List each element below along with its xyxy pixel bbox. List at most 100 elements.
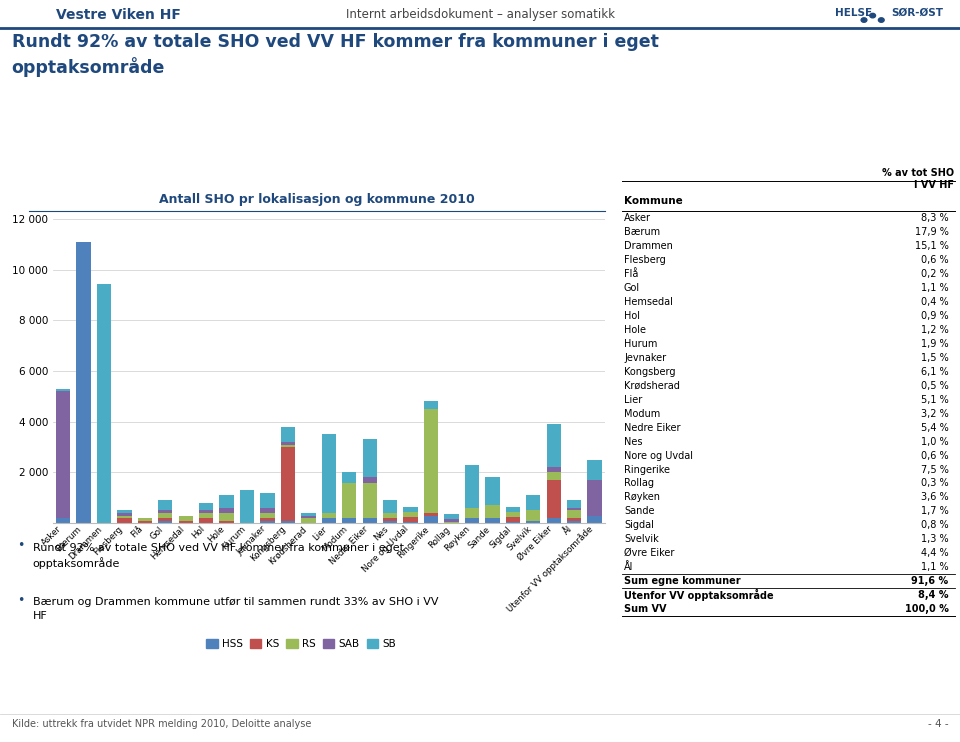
- Text: •: •: [17, 594, 25, 607]
- Text: 4,4 %: 4,4 %: [921, 548, 948, 558]
- Text: 1,7 %: 1,7 %: [921, 506, 948, 516]
- Bar: [444, 514, 459, 519]
- Bar: [280, 521, 295, 523]
- Bar: [526, 521, 540, 523]
- Bar: [158, 510, 173, 513]
- Text: Krødsherad: Krødsherad: [624, 381, 680, 391]
- Bar: [363, 518, 377, 523]
- Bar: [424, 513, 438, 516]
- Text: Sigdal: Sigdal: [624, 520, 654, 531]
- Text: 0,8 %: 0,8 %: [921, 520, 948, 531]
- Bar: [546, 473, 561, 480]
- Text: Rundt 92% av totale SHO ved VV HF kommer fra kommuner i eget
opptaksområde: Rundt 92% av totale SHO ved VV HF kommer…: [33, 543, 403, 569]
- Text: Hole: Hole: [624, 325, 646, 335]
- Bar: [424, 516, 438, 523]
- Bar: [260, 518, 275, 521]
- Bar: [546, 467, 561, 473]
- Bar: [220, 495, 233, 508]
- Bar: [403, 507, 418, 512]
- Bar: [76, 242, 90, 523]
- Bar: [506, 522, 520, 523]
- Bar: [158, 518, 173, 521]
- Bar: [199, 518, 213, 523]
- Bar: [546, 518, 561, 523]
- Bar: [383, 500, 397, 513]
- Text: 0,6 %: 0,6 %: [921, 450, 948, 461]
- Bar: [567, 508, 582, 510]
- Text: Modum: Modum: [624, 409, 660, 418]
- Text: Sum VV: Sum VV: [624, 604, 666, 614]
- Text: 1,3 %: 1,3 %: [921, 534, 948, 545]
- Bar: [301, 513, 316, 516]
- Text: Røyken: Røyken: [624, 493, 660, 502]
- Bar: [567, 518, 582, 521]
- Bar: [506, 512, 520, 516]
- Text: Nore og Uvdal: Nore og Uvdal: [624, 450, 693, 461]
- Text: Kongsberg: Kongsberg: [624, 367, 676, 377]
- Bar: [322, 518, 336, 523]
- Text: Lier: Lier: [624, 395, 642, 405]
- Text: 7,5 %: 7,5 %: [921, 464, 948, 475]
- Text: SØR-ØST: SØR-ØST: [891, 7, 943, 18]
- Text: Hemsedal: Hemsedal: [624, 297, 673, 307]
- Bar: [23, 6, 34, 24]
- Bar: [158, 521, 173, 523]
- Bar: [260, 493, 275, 508]
- Bar: [14, 12, 41, 19]
- Bar: [363, 478, 377, 482]
- Bar: [424, 409, 438, 513]
- Bar: [199, 513, 213, 518]
- Bar: [280, 444, 295, 447]
- Bar: [158, 500, 173, 510]
- Text: 8,3 %: 8,3 %: [921, 214, 948, 223]
- Text: Flesberg: Flesberg: [624, 255, 665, 266]
- Text: 1,1 %: 1,1 %: [921, 562, 948, 572]
- Bar: [179, 521, 193, 523]
- Text: 1,5 %: 1,5 %: [921, 353, 948, 363]
- Bar: [220, 513, 233, 521]
- Bar: [137, 521, 152, 523]
- Bar: [56, 389, 70, 391]
- Bar: [56, 518, 70, 523]
- Text: Kommune: Kommune: [624, 196, 683, 206]
- Bar: [465, 508, 479, 518]
- Bar: [179, 516, 193, 521]
- Bar: [117, 516, 132, 518]
- Text: Gol: Gol: [624, 283, 640, 293]
- Bar: [240, 490, 254, 523]
- Text: % av tot SHO
i VV HF: % av tot SHO i VV HF: [882, 168, 954, 190]
- Bar: [506, 516, 520, 522]
- Bar: [220, 521, 233, 523]
- Text: Hurum: Hurum: [624, 339, 658, 349]
- Bar: [485, 478, 499, 505]
- Text: Asker: Asker: [624, 214, 651, 223]
- Text: Sande: Sande: [624, 506, 655, 516]
- Text: Rundt 92% av totale SHO ved VV HF kommer fra kommuner i eget
opptaksområde: Rundt 92% av totale SHO ved VV HF kommer…: [12, 33, 659, 77]
- Text: Utenfor VV opptaksområde: Utenfor VV opptaksområde: [624, 589, 774, 601]
- Bar: [301, 518, 316, 523]
- Bar: [383, 521, 397, 523]
- Bar: [301, 516, 316, 518]
- Bar: [546, 424, 561, 467]
- Text: - 4 -: - 4 -: [928, 719, 948, 729]
- Text: 0,2 %: 0,2 %: [921, 269, 948, 279]
- Text: Nedre Eiker: Nedre Eiker: [624, 423, 681, 433]
- Bar: [403, 512, 418, 516]
- Bar: [567, 510, 582, 518]
- Bar: [97, 283, 111, 523]
- Text: Jevnaker: Jevnaker: [624, 353, 666, 363]
- Bar: [526, 510, 540, 521]
- Bar: [342, 482, 356, 518]
- Text: 3,6 %: 3,6 %: [921, 493, 948, 502]
- Text: •: •: [17, 539, 25, 553]
- Bar: [280, 427, 295, 442]
- Text: Nes: Nes: [624, 436, 642, 447]
- Text: Ål: Ål: [624, 562, 634, 572]
- Bar: [403, 522, 418, 523]
- Bar: [117, 510, 132, 513]
- Text: Flå: Flå: [624, 269, 638, 279]
- Bar: [363, 439, 377, 478]
- Bar: [485, 518, 499, 523]
- Bar: [567, 521, 582, 523]
- Text: Svelvik: Svelvik: [624, 534, 659, 545]
